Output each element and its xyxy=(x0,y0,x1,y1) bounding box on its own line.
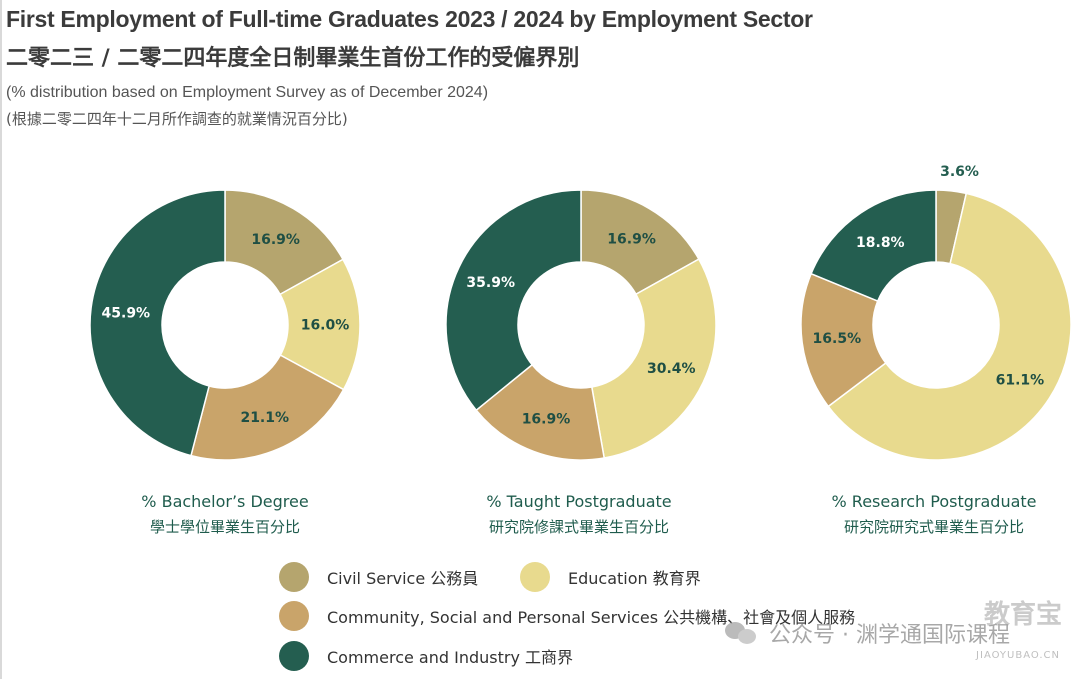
donut-bachelor-slice-commerce-and-industry xyxy=(89,189,226,457)
donut-bachelor-label-community-social-and-personal-services: 21.1% xyxy=(240,410,289,426)
donut-bachelor-label-commerce-and-industry: 45.9% xyxy=(102,305,151,321)
donut-taught-slice-education xyxy=(590,258,717,459)
legend-item-commerce: Commerce and Industry 工商界 xyxy=(279,641,573,671)
donut-title-research-en: % Research Postgraduate xyxy=(831,492,1037,511)
donut-taught-slice-commerce-and-industry xyxy=(445,189,582,412)
left-border xyxy=(0,0,2,679)
legend-label-civil-service: Civil Service 公務員 xyxy=(327,569,479,588)
legend-item-education: Education 教育界 xyxy=(520,562,701,592)
donut-research-slice-community-social-and-personal-services xyxy=(800,272,887,408)
legend-item-community: Community, Social and Personal Services … xyxy=(279,601,855,631)
donut-research-slice-education xyxy=(827,192,1072,461)
legend-label-commerce: Commerce and Industry 工商界 xyxy=(327,648,574,667)
donut-title-taught-en: % Taught Postgraduate xyxy=(486,492,672,511)
donut-title-bachelor-en: % Bachelor’s Degree xyxy=(141,492,309,511)
legend-swatch-community xyxy=(279,601,309,631)
donut-research-label-commerce-and-industry: 18.8% xyxy=(856,235,905,251)
legend-label-education: Education 教育界 xyxy=(568,569,701,588)
legend-swatch-education xyxy=(520,562,550,592)
donut-title-taught-zh: 研究院修課式畢業生百分比 xyxy=(488,518,669,536)
chart-subtitle-zh: (根據二零二四年十二月所作調查的就業情況百分比) xyxy=(6,110,348,128)
legend-label-community: Community, Social and Personal Services … xyxy=(327,608,856,627)
chart-title-zh: 二零二三 / 二零二四年度全日制畢業生首份工作的受僱界別 xyxy=(6,46,580,71)
wechat-icon xyxy=(725,620,759,646)
donut-research-label-community-social-and-personal-services: 16.5% xyxy=(813,331,862,347)
donut-bachelor-label-education: 16.0% xyxy=(301,318,350,334)
donut-taught-label-education: 30.4% xyxy=(647,361,696,377)
legend-swatch-commerce xyxy=(279,641,309,671)
chart-title-en: First Employment of Full-time Graduates … xyxy=(6,6,813,32)
watermark-channel: 公众号 · 渊学通国际课程 xyxy=(725,617,1010,649)
donut-research-slice-commerce-and-industry xyxy=(810,189,937,303)
watermark-channel-text: 公众号 · 渊学通国际课程 xyxy=(769,623,1010,648)
donut-research-label-education: 61.1% xyxy=(996,372,1045,388)
chart-subtitle-en: (% distribution based on Employment Surv… xyxy=(6,84,489,101)
donut-taught-label-civil-service: 16.9% xyxy=(607,232,656,248)
donut-taught-label-community-social-and-personal-services: 16.9% xyxy=(522,412,571,428)
donut-research-label-civil-service: 3.6% xyxy=(940,164,979,180)
donut-title-bachelor-zh: 學士學位畢業生百分比 xyxy=(149,518,300,536)
watermark-site: JIAOYUBAO.CN xyxy=(976,650,1060,661)
legend-item-civil-service: Civil Service 公務員 xyxy=(279,562,478,592)
donut-bachelor-slice-community-social-and-personal-services xyxy=(190,354,345,461)
legend-swatch-civil-service xyxy=(279,562,309,592)
donut-title-research-zh: 研究院研究式畢業生百分比 xyxy=(843,518,1024,536)
donut-taught-label-commerce-and-industry: 35.9% xyxy=(466,275,515,291)
donut-bachelor-slice-education xyxy=(279,258,361,391)
donut-bachelor-label-civil-service: 16.9% xyxy=(251,232,300,248)
watermark-brand: 教育宝 xyxy=(983,600,1062,630)
